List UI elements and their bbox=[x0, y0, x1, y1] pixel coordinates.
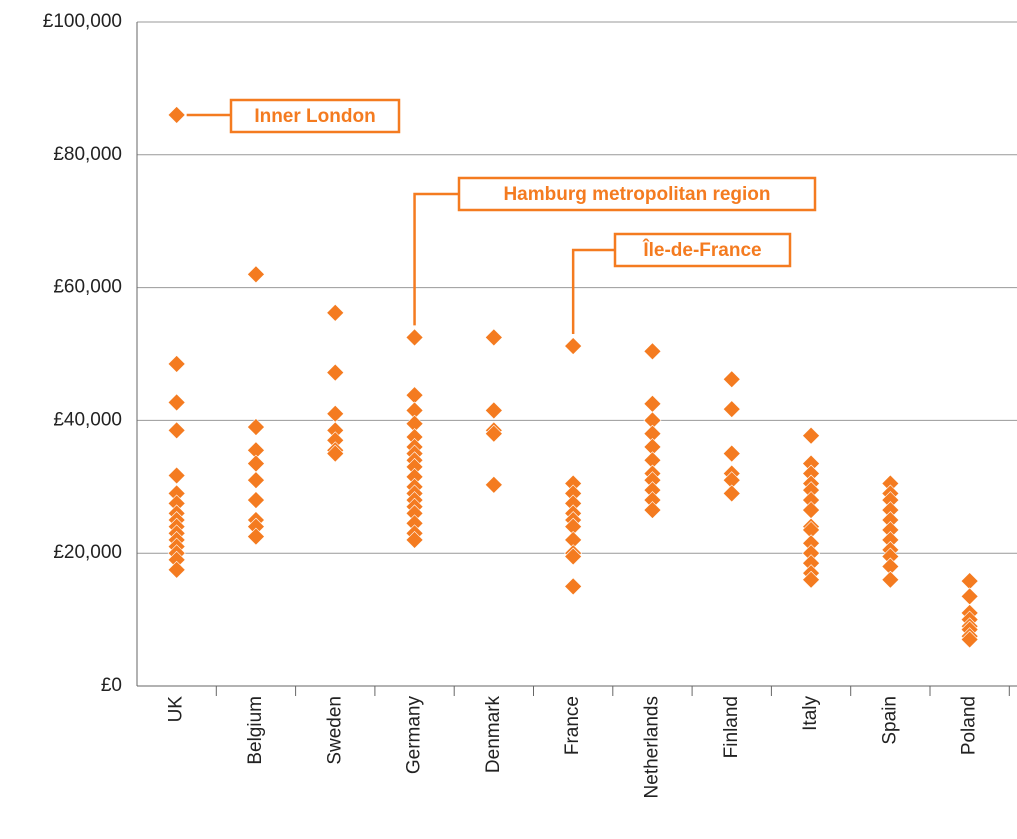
point bbox=[564, 337, 583, 355]
y-tick-label: £60,000 bbox=[53, 277, 122, 298]
point bbox=[722, 370, 741, 389]
point bbox=[564, 577, 583, 596]
annotation-text: Île-de-France bbox=[642, 239, 761, 261]
point bbox=[247, 418, 265, 436]
annotation-leader bbox=[413, 192, 459, 326]
point bbox=[247, 471, 265, 490]
x-tick-label: Denmark bbox=[483, 696, 504, 774]
point bbox=[167, 421, 186, 440]
x-tick-label: Finland bbox=[721, 696, 742, 758]
point bbox=[722, 400, 741, 419]
point bbox=[564, 547, 583, 566]
point bbox=[881, 570, 900, 589]
point bbox=[167, 560, 186, 579]
annotation-box bbox=[613, 232, 792, 268]
point bbox=[247, 265, 265, 284]
point bbox=[643, 394, 662, 413]
point bbox=[960, 572, 979, 591]
point bbox=[722, 444, 741, 463]
y-tick-label: £40,000 bbox=[53, 409, 122, 430]
x-tick-label: Spain bbox=[879, 696, 900, 745]
point bbox=[326, 303, 345, 322]
point bbox=[802, 570, 820, 589]
point bbox=[643, 501, 662, 519]
point bbox=[326, 363, 345, 382]
y-tick-label: £100,000 bbox=[43, 11, 122, 32]
point bbox=[484, 424, 503, 443]
x-tick-label: France bbox=[562, 696, 583, 755]
x-tick-label: Germany bbox=[404, 696, 425, 775]
point bbox=[247, 491, 265, 510]
point bbox=[405, 328, 424, 347]
point bbox=[326, 404, 345, 423]
point bbox=[247, 527, 265, 546]
annotation-box bbox=[457, 176, 817, 212]
x-tick-label: UK bbox=[166, 696, 187, 723]
point bbox=[167, 106, 186, 124]
x-tick-label: Poland bbox=[959, 696, 980, 755]
x-tick-label: Belgium bbox=[245, 696, 266, 765]
point bbox=[247, 454, 265, 473]
point bbox=[484, 475, 503, 494]
point bbox=[960, 587, 979, 606]
point bbox=[722, 484, 741, 503]
point bbox=[802, 501, 820, 519]
y-tick-label: £0 bbox=[101, 675, 122, 696]
point bbox=[326, 444, 345, 463]
y-tick-label: £20,000 bbox=[53, 542, 122, 563]
x-tick-label: Sweden bbox=[324, 696, 345, 765]
point bbox=[484, 328, 503, 347]
point bbox=[405, 386, 424, 405]
point bbox=[960, 630, 979, 649]
annotation-text: Inner London bbox=[254, 106, 375, 127]
y-tick-label: £80,000 bbox=[53, 144, 122, 165]
point bbox=[484, 401, 503, 420]
annotation-text: Hamburg metropolitan region bbox=[503, 184, 770, 205]
point bbox=[405, 530, 424, 549]
point bbox=[167, 355, 186, 373]
annotation-box bbox=[229, 98, 401, 134]
point bbox=[167, 393, 186, 412]
point bbox=[802, 426, 820, 445]
point bbox=[167, 466, 186, 485]
x-tick-label: Italy bbox=[800, 696, 821, 731]
point bbox=[643, 342, 662, 361]
annotation-leader bbox=[571, 248, 615, 335]
x-tick-label: Netherlands bbox=[641, 696, 662, 798]
